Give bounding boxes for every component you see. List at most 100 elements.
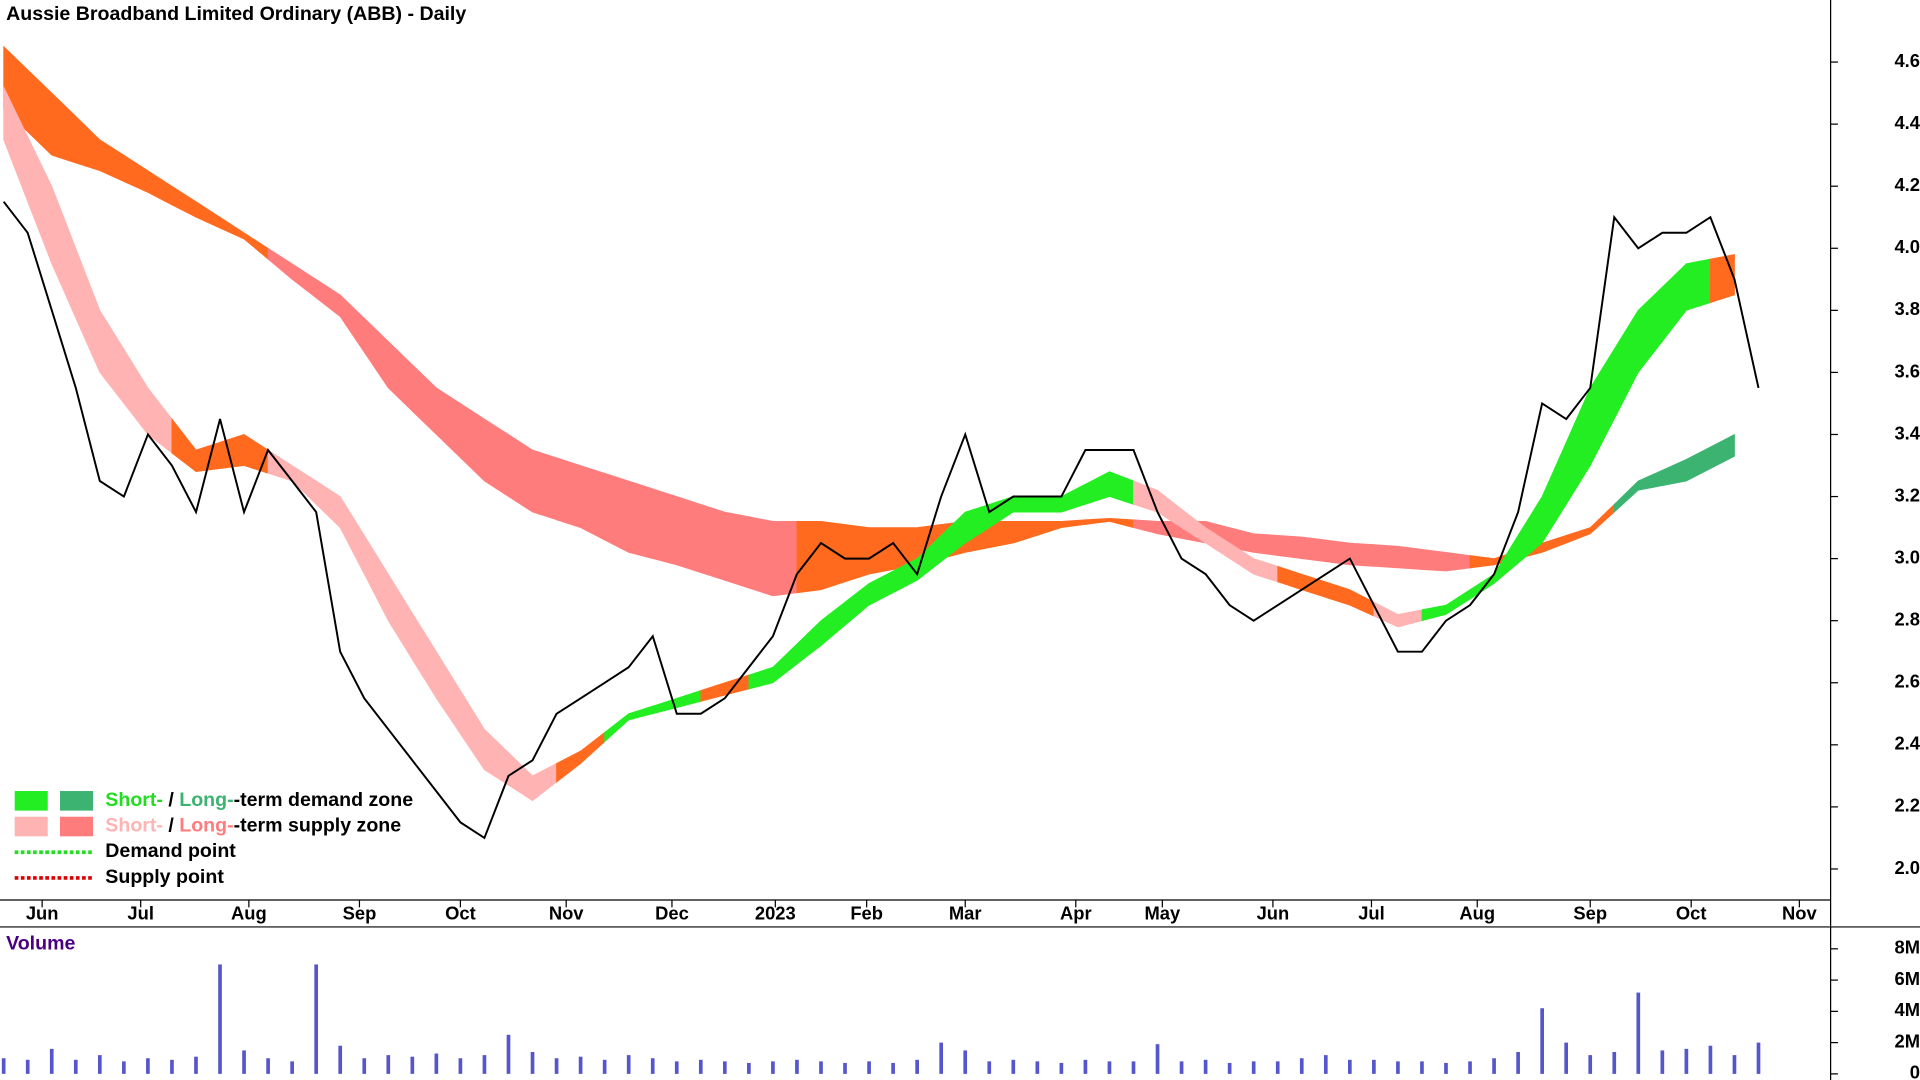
volume-bar xyxy=(1588,1055,1593,1074)
volume-bar xyxy=(1035,1061,1040,1074)
x-tick-label: May xyxy=(1144,903,1181,924)
zone-segment xyxy=(123,154,173,206)
legend-swatch xyxy=(14,816,48,837)
volume-bar xyxy=(1299,1058,1304,1074)
volume-bar xyxy=(1492,1058,1496,1074)
legend-swatch xyxy=(60,791,94,811)
volume-bar xyxy=(1,1058,6,1074)
volume-bar xyxy=(1468,1061,1472,1074)
volume-bar xyxy=(698,1059,703,1074)
volume-bar xyxy=(314,964,319,1074)
zone-segment xyxy=(1710,433,1735,470)
zone-segment xyxy=(1277,565,1327,598)
volume-bar xyxy=(1708,1045,1713,1074)
zone-segment xyxy=(1661,258,1711,343)
legend-text: Demand point xyxy=(105,840,236,862)
volume-bar xyxy=(1131,1061,1136,1074)
x-tick-label: Sep xyxy=(343,903,377,924)
x-tick-label: Aug xyxy=(231,903,267,924)
volume-bar xyxy=(674,1061,679,1074)
volume-bar xyxy=(97,1055,102,1074)
y-tick-label: 2.0 xyxy=(1894,857,1920,878)
volume-bar xyxy=(218,964,222,1074)
zone-segment xyxy=(27,136,77,319)
volume-bar xyxy=(602,1059,607,1074)
zone-segment xyxy=(171,185,221,229)
zone-segment xyxy=(1613,286,1663,420)
volume-bar xyxy=(1227,1062,1232,1074)
volume-bar xyxy=(25,1059,30,1074)
legend-text: / xyxy=(163,789,179,811)
zone-segment xyxy=(748,643,798,690)
volume-bar xyxy=(482,1055,487,1074)
volume-bar xyxy=(554,1058,559,1074)
volume-bar xyxy=(1059,1062,1064,1074)
volume-bar xyxy=(170,1059,174,1074)
volume-bar xyxy=(338,1045,343,1074)
zone-segment xyxy=(1613,469,1663,513)
x-tick-label: Sep xyxy=(1573,903,1607,924)
legend-text: Supply point xyxy=(105,866,224,888)
x-tick-label: Apr xyxy=(1060,903,1092,924)
zone-segment xyxy=(1325,581,1375,617)
volume-bar xyxy=(1372,1059,1376,1074)
zones xyxy=(3,45,1735,802)
y-tick-label: 6M xyxy=(1894,968,1920,989)
x-tick-label: Nov xyxy=(549,903,584,924)
zone-segment xyxy=(796,601,846,665)
legend-swatch xyxy=(14,791,48,811)
volume-bar xyxy=(1660,1050,1665,1074)
zone-segment xyxy=(1565,347,1615,506)
y-tick-label: 3.4 xyxy=(1894,422,1920,443)
volume-bar xyxy=(1011,1059,1016,1074)
x-tick-label: Oct xyxy=(445,903,476,924)
volume-bar xyxy=(747,1062,751,1074)
x-tick-label: Jun xyxy=(26,903,59,924)
zone-segment xyxy=(1373,544,1423,570)
volume-bar xyxy=(242,1050,246,1074)
volume-bar xyxy=(1756,1042,1761,1074)
volume-bar xyxy=(290,1061,294,1074)
volume-bar xyxy=(1516,1051,1520,1074)
volume-bar xyxy=(1612,1051,1617,1074)
x-tick-label: Mar xyxy=(949,903,982,924)
zone-segment xyxy=(363,534,413,661)
y-tick-label: 4.2 xyxy=(1894,174,1920,195)
volume-bar xyxy=(49,1048,54,1074)
volume-bar xyxy=(1155,1044,1160,1074)
y-tick-label: 4.6 xyxy=(1894,50,1920,71)
price-line xyxy=(2,201,1760,840)
volume-bar xyxy=(1179,1061,1184,1074)
zone-segment xyxy=(75,248,125,405)
volume-bar xyxy=(867,1061,871,1074)
y-tick-label: 0 xyxy=(1910,1062,1920,1080)
volume-bar xyxy=(1396,1061,1400,1074)
volume-bar xyxy=(1275,1061,1280,1074)
volume-bar xyxy=(386,1055,391,1074)
zone-segment xyxy=(315,480,365,575)
zone-segment xyxy=(1085,517,1134,529)
legend-text: Long- xyxy=(179,815,233,837)
zone-segment xyxy=(1710,254,1735,304)
volume-bar xyxy=(1251,1061,1256,1074)
plot: 2.0 2.2 2.4 2.6 2.8 3.0 3.2 3.4 3.6 3.8 4.0 4.2 4.4 4… xyxy=(1,50,1920,1080)
volume-bar xyxy=(266,1058,270,1074)
volume-bar xyxy=(458,1058,463,1074)
zone-segment xyxy=(796,521,846,594)
volume-bar xyxy=(434,1053,439,1074)
x-tick-label: Jul xyxy=(127,903,154,924)
zone-segment xyxy=(1421,548,1471,572)
zone-segment xyxy=(556,731,606,783)
volume-bar xyxy=(1420,1061,1424,1074)
volume-bar xyxy=(1107,1061,1112,1074)
volume-bar xyxy=(1203,1059,1208,1074)
zone-segment xyxy=(219,216,269,260)
volume-bar xyxy=(819,1061,823,1074)
y-tick-label: 4.4 xyxy=(1894,112,1920,133)
volume-bar xyxy=(771,1061,775,1074)
legend-text: -term demand zone xyxy=(234,789,414,811)
volume-bar xyxy=(1348,1059,1352,1074)
volume-title: Volume xyxy=(6,932,75,954)
zone-segment xyxy=(267,247,317,299)
